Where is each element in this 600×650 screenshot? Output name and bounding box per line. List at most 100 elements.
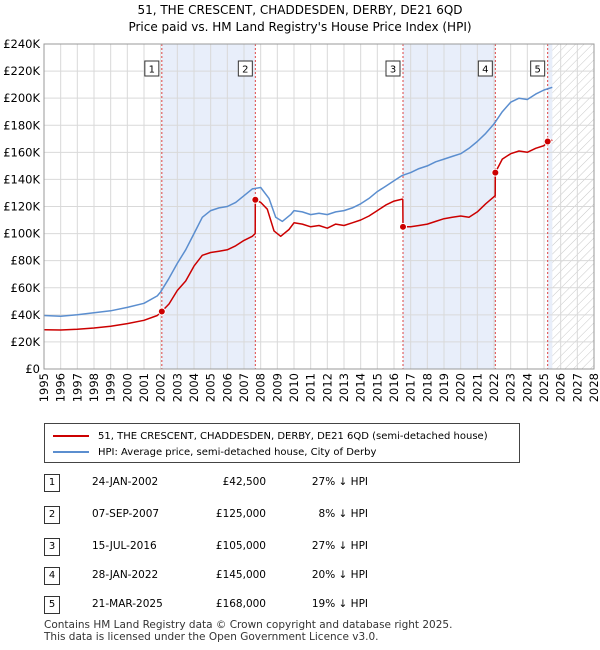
transaction-number: 4 [44,567,60,585]
x-tick-label: 1998 [87,373,101,402]
sale-label-number: 3 [390,65,396,76]
x-tick-label: 2005 [204,373,218,402]
transaction-hpi: 27% ↓ HPI [311,476,368,488]
chart-subtitle: Price paid vs. HM Land Registry's House … [128,20,472,34]
transaction-date: 28-JAN-2022 [92,569,159,581]
x-tick-label: 2014 [354,373,368,402]
y-tick-label: £140K [3,172,40,186]
x-tick-label: 2020 [454,373,468,402]
x-tick-label: 2023 [504,373,518,402]
transaction-hpi: 20% ↓ HPI [311,569,368,581]
x-tick-label: 2006 [220,373,234,402]
x-tick-label: 2022 [487,373,501,402]
x-tick-label: 1995 [37,373,51,402]
x-tick-label: 2011 [304,373,318,402]
y-tick-label: £80K [11,254,41,268]
sale-label-box [385,60,401,77]
x-tick-label: 2003 [170,373,184,402]
x-tick-label: 2027 [570,373,584,402]
x-tick-label: 2026 [554,373,568,402]
x-tick-label: 2016 [387,373,401,402]
sale-label-number: 5 [534,65,540,76]
x-tick-label: 2015 [370,373,384,402]
sale-point [399,222,407,231]
transaction-hpi: 27% ↓ HPI [311,540,368,552]
y-tick-label: £40K [11,308,41,322]
x-tick-label: 1996 [54,373,68,402]
transaction-date: 15-JUL-2016 [92,540,157,552]
transaction-row: 1 24-JAN-2002 £42,500 27% ↓ HPI [44,473,444,493]
y-tick-label: £160K [3,145,40,159]
y-tick-label: £20K [11,335,41,349]
y-tick-label: £60K [11,281,41,295]
x-tick-label: 2028 [587,373,600,402]
x-tick-label: 2002 [154,373,168,402]
sale-label-number: 2 [242,65,248,76]
x-tick-label: 2021 [470,373,484,402]
y-tick-label: £220K [3,64,40,78]
x-tick-label: 2018 [420,373,434,402]
legend-label-property: 51, THE CRESCENT, CHADDESDEN, DERBY, DE2… [98,430,488,442]
y-tick-label: £180K [3,118,40,132]
x-tick-label: 1999 [104,373,118,402]
footer-copyright: Contains HM Land Registry data © Crown c… [44,619,453,631]
transaction-row: 3 15-JUL-2016 £105,000 27% ↓ HPI [44,537,444,557]
transaction-date: 21-MAR-2025 [92,598,163,610]
sale-point [251,195,260,204]
price-chart: 1 2 3 4 5 £0 £20K £40K £60K £80K £100K £120K £140K £1… [3,37,600,402]
x-tick-label: 2010 [287,373,301,402]
x-tick-label: 2017 [404,373,418,402]
sale-point [157,307,166,316]
y-tick-label: £100K [3,227,40,241]
transaction-number: 1 [44,474,60,492]
transaction-number: 5 [44,596,60,614]
x-tick-label: 2008 [254,373,268,402]
sale-label-box [530,60,546,77]
transaction-row: 2 07-SEP-2007 £125,000 8% ↓ HPI [44,505,444,525]
x-tick-label: 2004 [187,373,201,402]
transaction-date: 24-JAN-2002 [92,476,159,488]
x-tick-label: 2007 [237,373,251,402]
sale-label-box [237,60,253,77]
sale-point [491,168,500,177]
x-tick-label: 2000 [120,373,134,402]
y-tick-label: £240K [3,37,40,51]
chart-legend: 51, THE CRESCENT, CHADDESDEN, DERBY, DE2… [44,423,520,463]
x-tick-label: 1997 [70,373,84,402]
legend-item-property: 51, THE CRESCENT, CHADDESDEN, DERBY, DE2… [53,429,488,443]
sale-label-box [477,60,493,77]
x-tick-label: 2001 [137,373,151,402]
transaction-row: 4 28-JAN-2022 £145,000 20% ↓ HPI [44,566,444,586]
y-tick-label: £0 [25,362,40,376]
transaction-price: £42,500 [222,476,266,488]
transaction-hpi: 19% ↓ HPI [311,598,368,610]
legend-swatch-hpi [53,451,89,453]
footer-licence: This data is licensed under the Open Gov… [44,631,379,643]
legend-swatch-property [53,435,89,437]
chart-title: 51, THE CRESCENT, CHADDESDEN, DERBY, DE2… [137,3,463,17]
transaction-row: 5 21-MAR-2025 £168,000 19% ↓ HPI [44,595,444,615]
x-tick-label: 2019 [437,373,451,402]
x-tick-label: 2024 [520,373,534,402]
transaction-price: £125,000 [215,508,266,520]
sale-label-number: 1 [149,65,155,76]
transaction-hpi: 8% ↓ HPI [318,508,368,520]
transaction-number: 3 [44,538,60,556]
sale-point [543,137,552,146]
x-tick-label: 2013 [337,373,351,402]
transaction-price: £105,000 [215,540,266,552]
y-tick-label: £120K [3,200,40,214]
legend-item-hpi: HPI: Average price, semi-detached house,… [53,445,376,459]
transaction-price: £168,000 [215,598,266,610]
transaction-number: 2 [44,506,60,524]
transaction-date: 07-SEP-2007 [92,508,160,520]
plot-frame [43,43,595,370]
property-price-line [43,139,553,331]
x-tick-label: 2025 [537,373,551,402]
sale-label-number: 4 [482,65,488,76]
sale-label-box [144,60,160,77]
y-tick-label: £200K [3,91,40,105]
legend-label-hpi: HPI: Average price, semi-detached house,… [98,446,377,458]
x-tick-label: 2009 [270,373,284,402]
hpi-line [43,86,553,317]
